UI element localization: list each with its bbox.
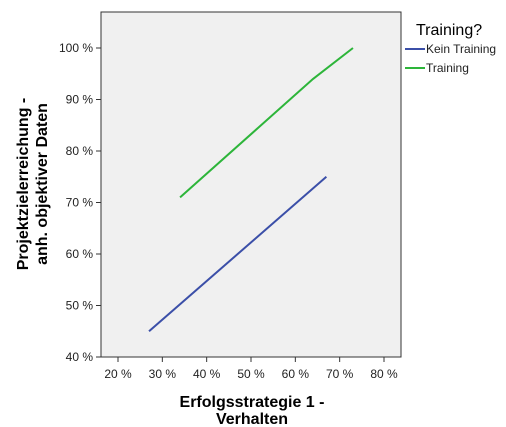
- x-axis-title-line-2: Verhalten: [216, 411, 288, 427]
- plot-area: [100, 11, 402, 358]
- y-tick-label: 100 %: [59, 41, 93, 55]
- legend-title: Training?: [416, 22, 482, 39]
- legend: Kein Training Training: [405, 42, 496, 75]
- x-tick-label: 30 %: [149, 367, 177, 381]
- legend-label-1: Training: [426, 61, 469, 75]
- x-tick-label: 80 %: [370, 367, 398, 381]
- y-tick-label: 90 %: [66, 93, 94, 107]
- y-tick-label: 50 %: [66, 299, 94, 313]
- y-tick-label: 80 %: [66, 144, 94, 158]
- y-axis-title-line-2: anh. objektiver Daten: [34, 103, 51, 265]
- x-tick-label: 70 %: [326, 367, 354, 381]
- y-tick-label: 70 %: [66, 196, 94, 210]
- series-line-1: [179, 47, 354, 199]
- x-tick-label: 60 %: [282, 367, 310, 381]
- legend-label-0: Kein Training: [426, 42, 496, 56]
- series-layer: [148, 47, 354, 333]
- y-axis-title-line-1: Projektzielerreichung -: [15, 98, 32, 271]
- series-line-0: [148, 175, 328, 333]
- y-tick-label: 40 %: [66, 350, 94, 364]
- y-tick-label: 60 %: [66, 247, 94, 261]
- ticks-layer: 40 % 50 % 60 % 70 % 80 % 90 % 100 % 20 % 30 % 40 …: [59, 41, 398, 381]
- x-axis-title-line-1: Erfolgsstrategie 1 -: [180, 394, 325, 411]
- x-tick-label: 50 %: [237, 367, 265, 381]
- x-tick-label: 40 %: [193, 367, 221, 381]
- x-tick-label: 20 %: [104, 367, 132, 381]
- y-axis-title: Projektzielerreichung - anh. objektiver …: [15, 98, 51, 271]
